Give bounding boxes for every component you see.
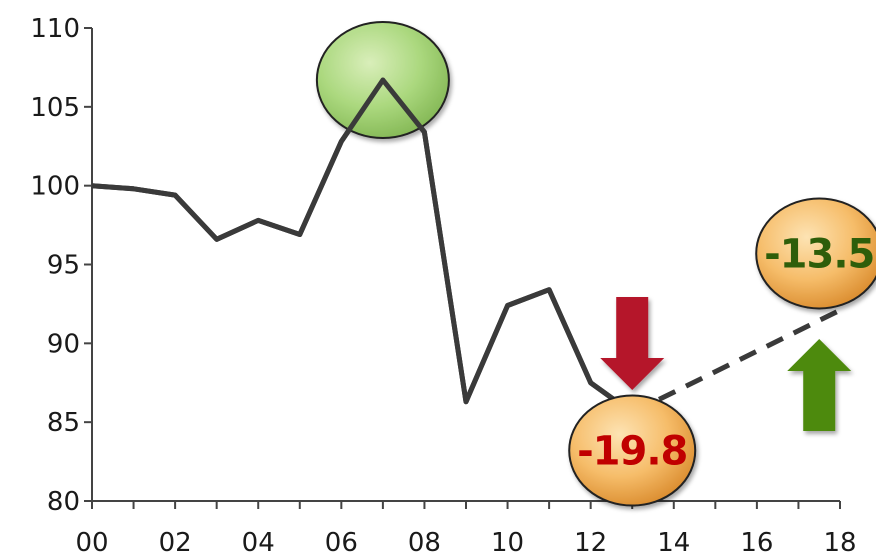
value-bubble-label: -13.5 [764, 231, 874, 277]
y-tick-label: 90 [47, 329, 80, 359]
x-tick-label: 10 [491, 528, 524, 558]
x-tick-label: 00 [75, 528, 108, 558]
history-line-overlay [91, 77, 634, 415]
value-bubble-shape [755, 197, 876, 310]
x-tick-label: 14 [657, 528, 690, 558]
x-tick-label: 02 [159, 528, 192, 558]
y-tick-label: 100 [30, 172, 80, 202]
axes: 80 85 90 95 100 105 110 00 02 04 06 08 10 12 14 16 18 [30, 14, 856, 558]
x-tick-label: 12 [574, 528, 607, 558]
projection-dashed-line [631, 307, 842, 415]
up-arrow-icon [787, 339, 852, 431]
x-tick-label: 08 [408, 528, 441, 558]
x-tick-label: 16 [740, 528, 773, 558]
x-tick-label: 06 [325, 528, 358, 558]
down-arrow-icon [600, 297, 665, 390]
y-tick-label: 105 [30, 93, 80, 123]
annotations: -19.8 -13.5 [91, 21, 876, 507]
y-tick-label: 85 [47, 408, 80, 438]
y-tick-label: 95 [47, 251, 80, 281]
y-tick-label: 110 [30, 14, 80, 44]
series-lines [91, 77, 842, 415]
x-axis-ticks: 00 02 04 06 08 10 12 14 16 18 [75, 501, 857, 558]
y-tick-label: 80 [47, 487, 80, 517]
value-bubble-label: -19.8 [577, 429, 687, 475]
x-tick-label: 18 [823, 528, 856, 558]
x-tick-label: 04 [242, 528, 275, 558]
y-axis-ticks: 80 85 90 95 100 105 110 [30, 14, 92, 517]
value-bubble: -13.5 [755, 197, 876, 310]
value-bubble-shape [568, 394, 697, 507]
value-bubble: -19.8 [568, 394, 697, 507]
